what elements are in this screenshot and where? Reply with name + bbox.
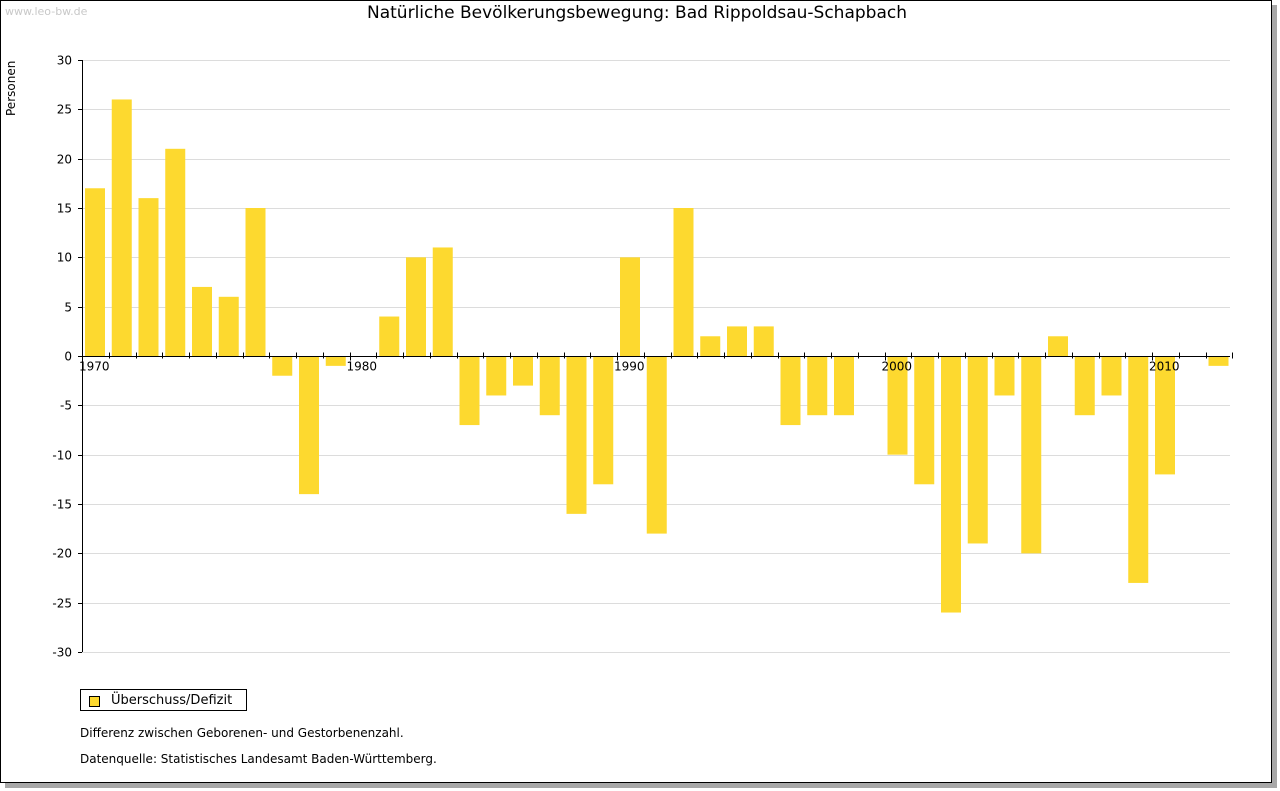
bar xyxy=(432,247,453,356)
x-tick-label: 1980 xyxy=(347,360,378,374)
bar xyxy=(700,336,721,356)
x-tick-label: 2000 xyxy=(882,360,913,374)
y-tick-label: -10 xyxy=(52,449,72,463)
y-tick-label: -30 xyxy=(52,646,72,660)
watermark: www.leo-bw.de xyxy=(5,5,88,18)
bar xyxy=(593,356,614,485)
y-tick-label: -15 xyxy=(52,498,72,512)
bars xyxy=(85,99,1229,613)
legend-swatch xyxy=(89,696,100,707)
bar xyxy=(566,356,587,514)
bar xyxy=(753,326,774,356)
bar xyxy=(165,148,186,356)
bar xyxy=(486,356,507,396)
bar xyxy=(646,356,667,534)
y-tick-label: -25 xyxy=(52,597,72,611)
legend-label: Überschuss/Defizit xyxy=(111,693,233,708)
bar xyxy=(1128,356,1149,583)
bar xyxy=(1048,336,1068,356)
bar xyxy=(299,356,319,495)
bar xyxy=(1155,356,1175,475)
axes xyxy=(78,60,1233,653)
y-tick-label: -5 xyxy=(60,399,72,413)
bar xyxy=(994,356,1015,396)
bar xyxy=(513,356,533,386)
x-tick-label: 1990 xyxy=(614,360,645,374)
y-tick-label: 20 xyxy=(57,153,72,167)
x-tick-label: 2010 xyxy=(1149,360,1180,374)
bar xyxy=(192,286,212,356)
bar xyxy=(272,356,293,376)
tick-labels: 30 25 20 15 10 5 0 -5 -10 -15 -20 -25 -30 1970 1980 199… xyxy=(52,54,1179,660)
bar xyxy=(379,316,400,356)
bar xyxy=(807,356,828,416)
y-tick-label: -20 xyxy=(52,547,72,561)
bar xyxy=(620,257,640,356)
bar xyxy=(834,356,854,416)
bar xyxy=(539,356,560,416)
bar xyxy=(887,356,908,455)
footnote-difference: Differenz zwischen Geborenen- und Gestor… xyxy=(80,726,404,740)
bar xyxy=(459,356,480,426)
bar xyxy=(1074,356,1095,416)
y-tick-label: 0 xyxy=(64,350,72,364)
y-tick-label: 30 xyxy=(57,54,72,68)
y-tick-label: 25 xyxy=(57,103,72,117)
bar xyxy=(406,257,426,356)
legend: Überschuss/Defizit xyxy=(80,689,247,711)
y-tick-label: 15 xyxy=(57,202,72,216)
bar xyxy=(967,356,988,544)
bar xyxy=(914,356,935,485)
bar xyxy=(1021,356,1042,554)
bar xyxy=(941,356,961,613)
bar xyxy=(85,188,105,356)
bar xyxy=(111,99,132,356)
bar xyxy=(727,326,747,356)
bar xyxy=(780,356,801,426)
bar xyxy=(245,208,266,356)
x-tick-label: 1970 xyxy=(79,360,110,374)
bar xyxy=(325,356,346,366)
footnote-source: Datenquelle: Statistisches Landesamt Bad… xyxy=(80,752,437,766)
bar xyxy=(138,198,159,356)
y-tick-label: 10 xyxy=(57,251,72,265)
y-tick-label: 5 xyxy=(64,301,72,315)
bar xyxy=(673,208,694,356)
bar-chart: 30 25 20 15 10 5 0 -5 -10 -15 -20 -25 -30 1970 1980 199… xyxy=(52,54,1233,660)
bar xyxy=(218,296,239,356)
bar xyxy=(1101,356,1122,396)
chart-title: Natürliche Bevölkerungsbewegung: Bad Rip… xyxy=(367,3,907,23)
bar xyxy=(1208,356,1229,366)
